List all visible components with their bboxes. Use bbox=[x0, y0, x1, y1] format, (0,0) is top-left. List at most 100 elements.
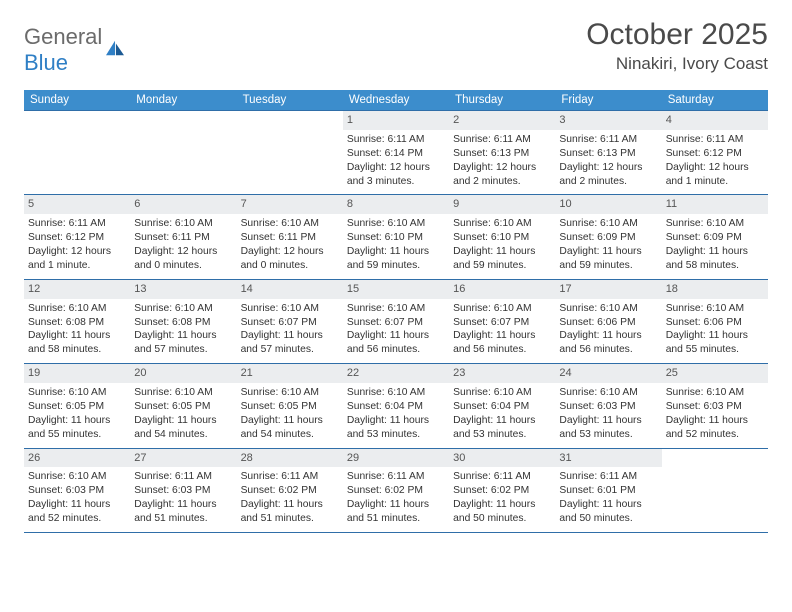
day-cell: 18Sunrise: 6:10 AMSunset: 6:06 PMDayligh… bbox=[662, 280, 768, 363]
empty-cell bbox=[662, 449, 768, 532]
title-block: October 2025 Ninakiri, Ivory Coast bbox=[586, 18, 768, 74]
day-number: 8 bbox=[343, 195, 449, 214]
sunrise-text: Sunrise: 6:11 AM bbox=[347, 470, 445, 484]
day-cell: 16Sunrise: 6:10 AMSunset: 6:07 PMDayligh… bbox=[449, 280, 555, 363]
sunrise-text: Sunrise: 6:10 AM bbox=[241, 302, 339, 316]
calendar-page: General Blue October 2025 Ninakiri, Ivor… bbox=[0, 0, 792, 551]
day-info: Sunrise: 6:10 AMSunset: 6:03 PMDaylight:… bbox=[28, 470, 126, 526]
day-cell: 13 Sunrise: 6:10 AMSunset: 6:08 PMDayligh… bbox=[130, 280, 236, 363]
sunrise-text: Sunrise: 6:11 AM bbox=[453, 133, 551, 147]
day-info: Sunrise: 6:10 AMSunset: 6:03 PMDaylight:… bbox=[666, 386, 764, 442]
sunset-text: Sunset: 6:11 PM bbox=[134, 231, 232, 245]
sunrise-text: Sunrise: 6:11 AM bbox=[559, 133, 657, 147]
day-info: Sunrise: 6:10 AMSunset: 6:06 PMDaylight:… bbox=[559, 302, 657, 358]
daylight-text: Daylight: 11 hours and 57 minutes. bbox=[241, 329, 339, 357]
day-info: Sunrise: 6:11 AMSunset: 6:03 PMDaylight:… bbox=[134, 470, 232, 526]
day-info: Sunrise: 6:10 AMSunset: 6:03 PMDaylight:… bbox=[559, 386, 657, 442]
day-cell: 12Sunrise: 6:10 AMSunset: 6:08 PMDayligh… bbox=[24, 280, 130, 363]
sunset-text: Sunset: 6:04 PM bbox=[453, 400, 551, 414]
day-number: 11 bbox=[662, 195, 768, 214]
day-number: 5 bbox=[24, 195, 130, 214]
day-info: Sunrise: 6:10 AMSunset: 6:08 PMDaylight:… bbox=[28, 302, 126, 358]
day-number: 28 bbox=[237, 449, 343, 468]
daylight-text: Daylight: 11 hours and 56 minutes. bbox=[559, 329, 657, 357]
week-row: 12Sunrise: 6:10 AMSunset: 6:08 PMDayligh… bbox=[24, 280, 768, 364]
day-info: Sunrise: 6:10 AMSunset: 6:07 PMDaylight:… bbox=[347, 302, 445, 358]
weeks-container: 1Sunrise: 6:11 AMSunset: 6:14 PMDaylight… bbox=[24, 110, 768, 533]
sail-icon bbox=[104, 39, 126, 57]
day-info: Sunrise: 6:11 AMSunset: 6:14 PMDaylight:… bbox=[347, 133, 445, 189]
day-number: 14 bbox=[237, 280, 343, 299]
sunset-text: Sunset: 6:08 PM bbox=[134, 316, 232, 330]
sunset-text: Sunset: 6:07 PM bbox=[347, 316, 445, 330]
sunrise-text: Sunrise: 6:10 AM bbox=[453, 217, 551, 231]
sunset-text: Sunset: 6:03 PM bbox=[28, 484, 126, 498]
day-info: Sunrise: 6:10 AMSunset: 6:07 PMDaylight:… bbox=[453, 302, 551, 358]
sunrise-text: Sunrise: 6:11 AM bbox=[28, 217, 126, 231]
sunset-text: Sunset: 6:09 PM bbox=[666, 231, 764, 245]
day-cell: 19Sunrise: 6:10 AMSunset: 6:05 PMDayligh… bbox=[24, 364, 130, 447]
day-cell: 17 Sunrise: 6:10 AMSunset: 6:06 PMDayligh… bbox=[555, 280, 661, 363]
day-info: Sunrise: 6:10 AMSunset: 6:07 PMDaylight:… bbox=[241, 302, 339, 358]
day-number: 10 bbox=[555, 195, 661, 214]
day-number: 17 bbox=[555, 280, 661, 299]
day-info: Sunrise: 6:11 AMSunset: 6:13 PMDaylight:… bbox=[453, 133, 551, 189]
logo-word1: General bbox=[24, 24, 102, 49]
daylight-text: Daylight: 11 hours and 53 minutes. bbox=[559, 414, 657, 442]
daylight-text: Daylight: 12 hours and 2 minutes. bbox=[559, 161, 657, 189]
sunset-text: Sunset: 6:09 PM bbox=[559, 231, 657, 245]
empty-cell bbox=[24, 111, 130, 194]
daylight-text: Daylight: 12 hours and 3 minutes. bbox=[347, 161, 445, 189]
daylight-text: Daylight: 11 hours and 59 minutes. bbox=[559, 245, 657, 273]
logo-text: General Blue bbox=[24, 24, 102, 76]
day-cell: 29Sunrise: 6:11 AMSunset: 6:02 PMDayligh… bbox=[343, 449, 449, 532]
day-number: 4 bbox=[662, 111, 768, 130]
day-info: Sunrise: 6:10 AMSunset: 6:08 PMDaylight:… bbox=[134, 302, 232, 358]
sunrise-text: Sunrise: 6:11 AM bbox=[453, 470, 551, 484]
day-of-week-saturday: Saturday bbox=[662, 90, 768, 110]
day-info: Sunrise: 6:10 AMSunset: 6:05 PMDaylight:… bbox=[28, 386, 126, 442]
day-cell: 21Sunrise: 6:10 AMSunset: 6:05 PMDayligh… bbox=[237, 364, 343, 447]
daylight-text: Daylight: 12 hours and 0 minutes. bbox=[134, 245, 232, 273]
day-of-week-tuesday: Tuesday bbox=[237, 90, 343, 110]
sunset-text: Sunset: 6:06 PM bbox=[666, 316, 764, 330]
day-cell: 15Sunrise: 6:10 AMSunset: 6:07 PMDayligh… bbox=[343, 280, 449, 363]
day-cell: 1Sunrise: 6:11 AMSunset: 6:14 PMDaylight… bbox=[343, 111, 449, 194]
daylight-text: Daylight: 11 hours and 58 minutes. bbox=[666, 245, 764, 273]
sunrise-text: Sunrise: 6:10 AM bbox=[347, 302, 445, 316]
day-number: 25 bbox=[662, 364, 768, 383]
daylight-text: Daylight: 11 hours and 56 minutes. bbox=[347, 329, 445, 357]
daylight-text: Daylight: 11 hours and 58 minutes. bbox=[28, 329, 126, 357]
day-number: 29 bbox=[343, 449, 449, 468]
sunrise-text: Sunrise: 6:10 AM bbox=[28, 386, 126, 400]
sunset-text: Sunset: 6:07 PM bbox=[241, 316, 339, 330]
day-cell: 28Sunrise: 6:11 AMSunset: 6:02 PMDayligh… bbox=[237, 449, 343, 532]
day-info: Sunrise: 6:11 AMSunset: 6:12 PMDaylight:… bbox=[28, 217, 126, 273]
day-info: Sunrise: 6:10 AMSunset: 6:05 PMDaylight:… bbox=[134, 386, 232, 442]
sunset-text: Sunset: 6:11 PM bbox=[241, 231, 339, 245]
daylight-text: Daylight: 11 hours and 52 minutes. bbox=[666, 414, 764, 442]
day-number: 3 bbox=[555, 111, 661, 130]
daylight-text: Daylight: 11 hours and 55 minutes. bbox=[666, 329, 764, 357]
sunset-text: Sunset: 6:12 PM bbox=[666, 147, 764, 161]
day-cell: 9Sunrise: 6:10 AMSunset: 6:10 PMDaylight… bbox=[449, 195, 555, 278]
sunrise-text: Sunrise: 6:10 AM bbox=[666, 217, 764, 231]
logo: General Blue bbox=[24, 18, 126, 76]
day-number: 9 bbox=[449, 195, 555, 214]
sunset-text: Sunset: 6:04 PM bbox=[347, 400, 445, 414]
day-info: Sunrise: 6:10 AMSunset: 6:10 PMDaylight:… bbox=[347, 217, 445, 273]
sunset-text: Sunset: 6:03 PM bbox=[666, 400, 764, 414]
day-of-week-friday: Friday bbox=[555, 90, 661, 110]
sunrise-text: Sunrise: 6:10 AM bbox=[666, 302, 764, 316]
day-cell: 10Sunrise: 6:10 AMSunset: 6:09 PMDayligh… bbox=[555, 195, 661, 278]
sunrise-text: Sunrise: 6:10 AM bbox=[453, 386, 551, 400]
day-number: 13 bbox=[130, 280, 236, 299]
day-number: 2 bbox=[449, 111, 555, 130]
sunrise-text: Sunrise: 6:10 AM bbox=[666, 386, 764, 400]
daylight-text: Daylight: 11 hours and 53 minutes. bbox=[453, 414, 551, 442]
sunset-text: Sunset: 6:03 PM bbox=[134, 484, 232, 498]
sunset-text: Sunset: 6:02 PM bbox=[347, 484, 445, 498]
sunset-text: Sunset: 6:05 PM bbox=[28, 400, 126, 414]
sunset-text: Sunset: 6:05 PM bbox=[134, 400, 232, 414]
day-cell: 8 Sunrise: 6:10 AMSunset: 6:10 PMDaylight… bbox=[343, 195, 449, 278]
